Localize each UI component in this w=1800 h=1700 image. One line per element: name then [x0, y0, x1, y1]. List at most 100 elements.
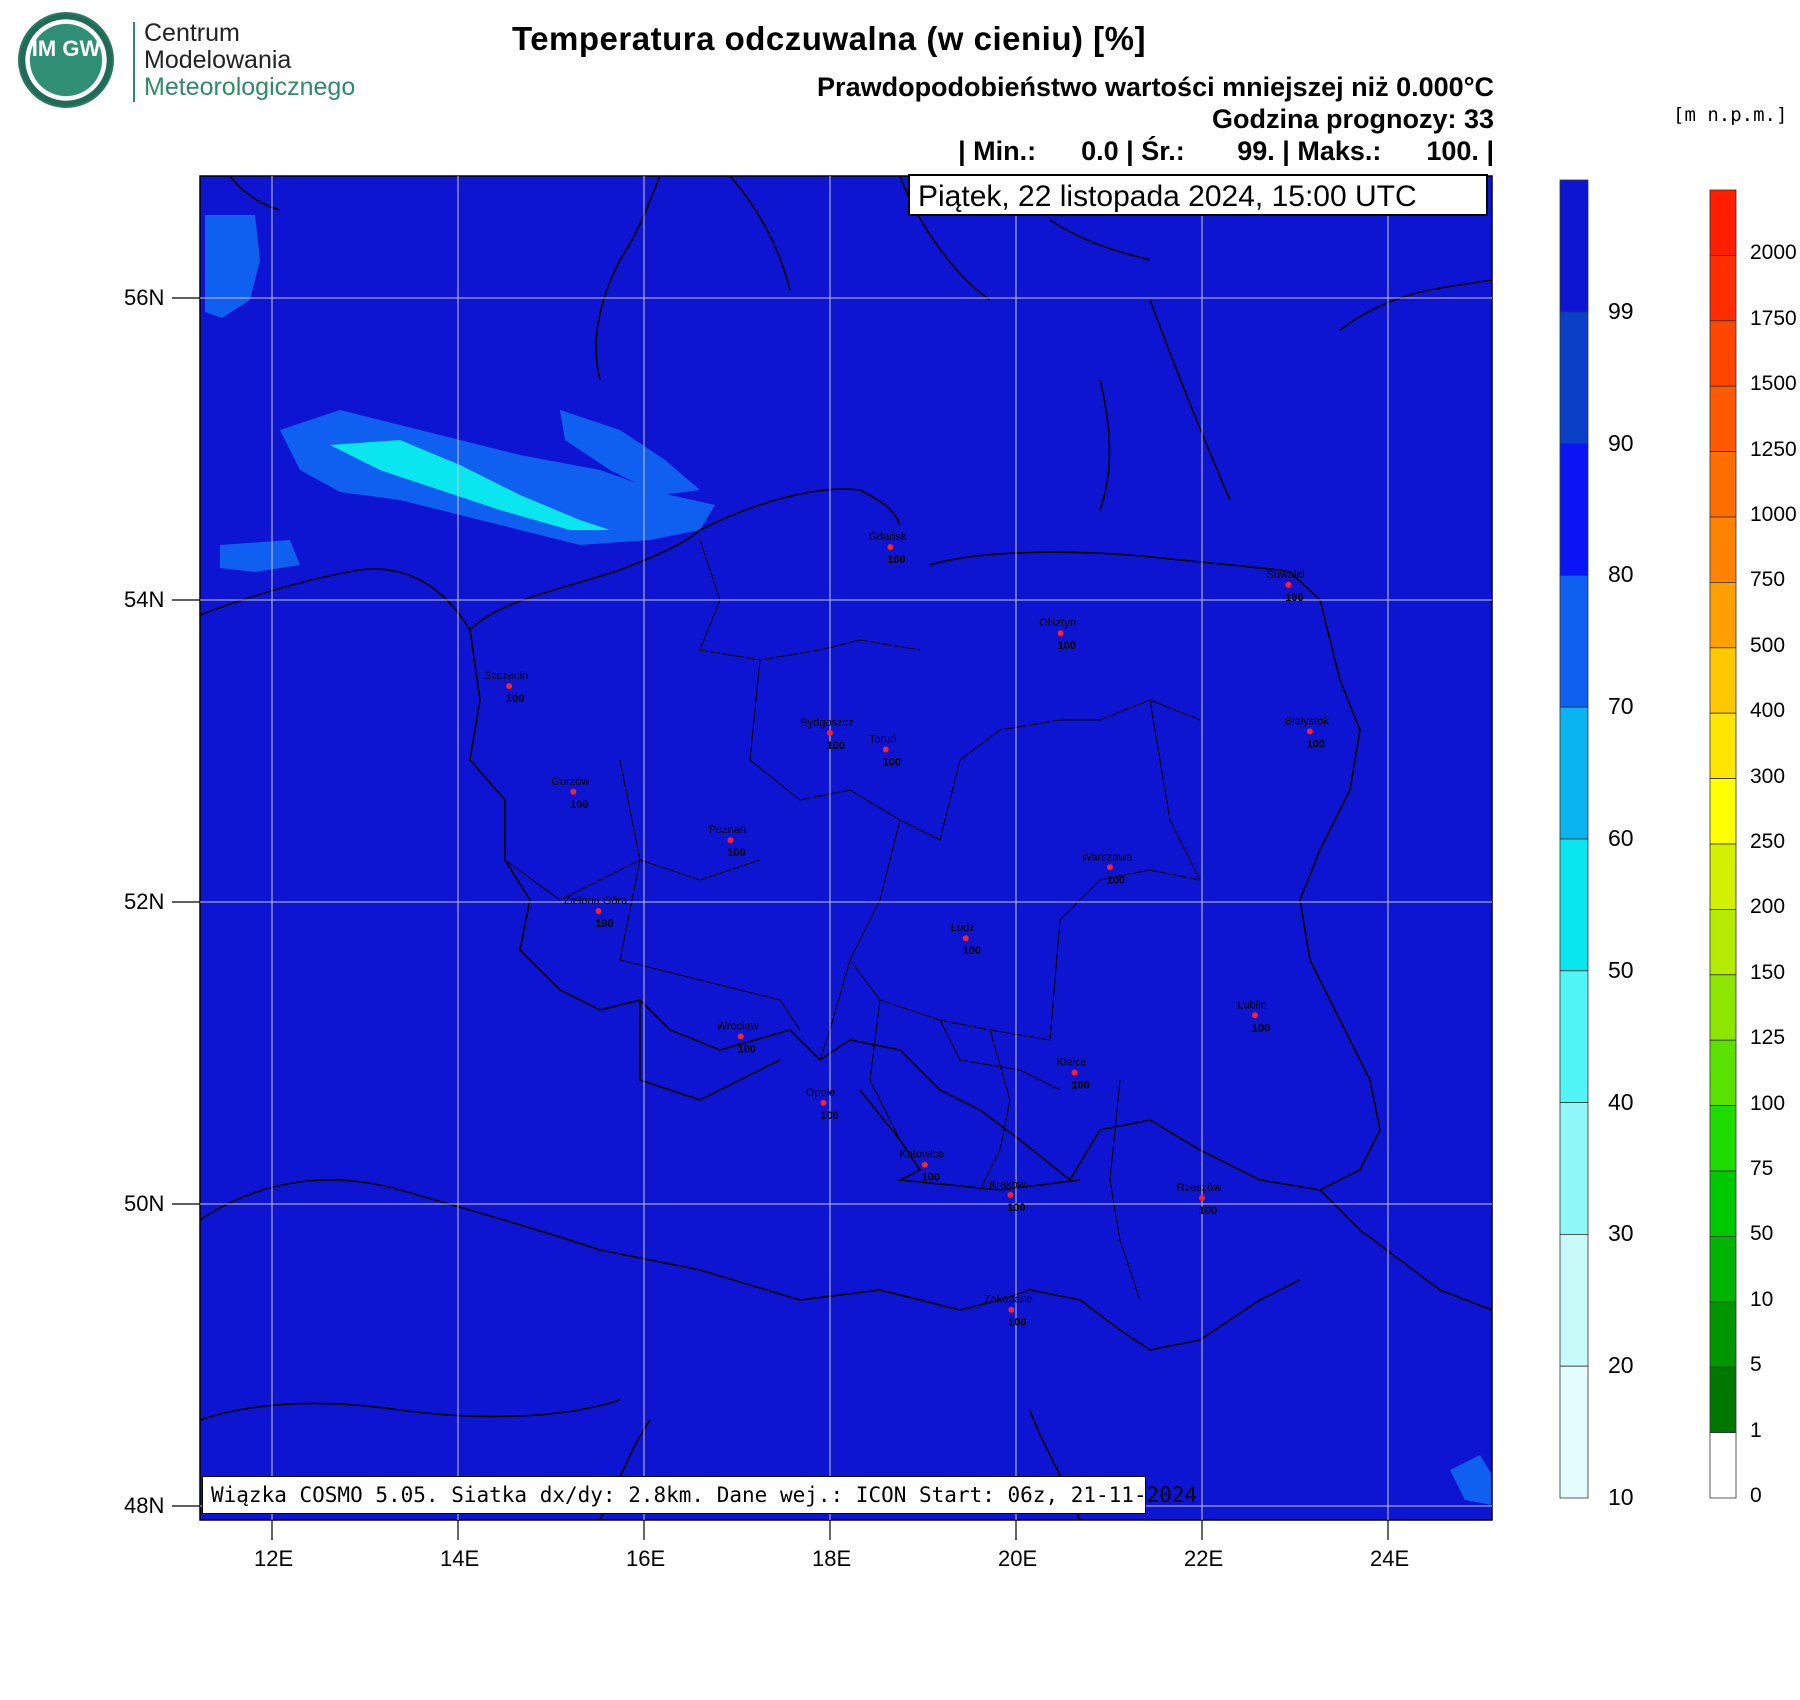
elevation-colorbar-segment — [1709, 1366, 1737, 1433]
city-value: 100 — [1252, 1022, 1270, 1034]
city-name: Białystok — [1285, 715, 1330, 727]
city-name: Szczecin — [484, 670, 528, 682]
elevation-colorbar-segment — [1709, 254, 1737, 322]
probability-colorbar-segment — [1559, 575, 1589, 708]
city-marker: Opole 100 — [806, 1087, 839, 1122]
elevation-colorbar-segment — [1709, 909, 1737, 976]
probability-colorbar-segment — [1559, 443, 1589, 576]
probability-patch-carpathians — [1450, 1455, 1492, 1505]
lon-tick-label: 14E — [440, 1546, 480, 1571]
probability-patch-baltic-2 — [560, 410, 700, 495]
city-dot — [1199, 1194, 1205, 1201]
city-value: 100 — [570, 799, 588, 811]
map-title: Temperatura odczuwalna (w cieniu) [%] — [512, 20, 1146, 57]
lon-tick-label: 16E — [626, 1546, 666, 1571]
probability-patch-baltic — [205, 215, 260, 318]
city-name: Suwałki — [1267, 569, 1305, 581]
city-marker: Toruń 100 — [869, 733, 901, 768]
city-name: Wrocław — [717, 1020, 759, 1032]
city-dot — [1057, 630, 1064, 637]
city-name: Katowice — [900, 1149, 945, 1161]
city-marker: Suwałki 100 — [1267, 569, 1305, 604]
probability-colorbar-segment — [1559, 1365, 1589, 1499]
elevation-colorbar-label: 1000 — [1750, 503, 1797, 526]
elevation-colorbar-segment — [1709, 1432, 1737, 1499]
city-value: 100 — [922, 1172, 940, 1184]
probability-colorbar-segment — [1559, 706, 1589, 840]
logo-line-2: Modelowania — [144, 46, 292, 74]
elevation-colorbar-label: 10 — [1750, 1287, 1774, 1311]
elevation-colorbar-segment — [1709, 1170, 1737, 1237]
logo-separator — [133, 22, 135, 102]
city-name: Bydgoszcz — [800, 717, 853, 729]
lon-tick-label: 12E — [254, 1546, 294, 1571]
city-name: Łódź — [951, 922, 975, 934]
lon-tick-label: 22E — [1184, 1546, 1224, 1571]
city-marker: Zielona Góra 100 — [564, 895, 628, 930]
city-name: Kraków — [989, 1179, 1026, 1191]
lat-tick-label: 50N — [124, 1191, 165, 1216]
city-dot — [1007, 1191, 1014, 1198]
city-value: 100 — [963, 945, 981, 957]
city-name: Poznań — [709, 824, 746, 836]
city-marker: Łódź 100 — [951, 922, 981, 957]
city-marker: Gorzów 100 — [551, 776, 589, 811]
elevation-colorbar-label: 200 — [1750, 895, 1786, 919]
lat-tick-label: 52N — [124, 889, 165, 914]
city-dot — [1252, 1012, 1259, 1019]
probability-colorbar-label: 30 — [1608, 1220, 1634, 1247]
city-marker: Wrocław 100 — [717, 1020, 759, 1055]
elevation-colorbar-label: 1500 — [1750, 372, 1797, 396]
city-dot — [882, 746, 889, 753]
city-value: 100 — [883, 756, 901, 768]
logo-line-1: Centrum — [144, 19, 240, 47]
lat-tick-label: 48N — [124, 1493, 165, 1518]
city-marker: Bydgoszcz 100 — [800, 717, 853, 752]
probability-colorbar-segment — [1559, 179, 1589, 313]
probability-colorbar-label: 90 — [1608, 429, 1634, 456]
city-name: Opole — [806, 1087, 835, 1099]
map-frame — [199, 175, 1493, 1521]
city-dot — [887, 544, 894, 551]
elevation-colorbar-label: 2000 — [1750, 241, 1797, 265]
elevation-colorbar-segment — [1709, 385, 1737, 453]
city-dot — [820, 1099, 827, 1106]
elevation-colorbar-label: 100 — [1750, 1091, 1786, 1115]
city-dot — [962, 935, 969, 942]
city-name: Zakopane — [984, 1294, 1033, 1306]
elevation-colorbar-segment — [1709, 974, 1737, 1041]
city-marker: Warszawa 100 — [1081, 851, 1133, 886]
elevation-colorbar-label: 1 — [1750, 1418, 1762, 1442]
probability-colorbar-label: 10 — [1608, 1484, 1634, 1510]
valid-time-box: Piątek, 22 listopada 2024, 15:00 UTC — [908, 174, 1488, 216]
elevation-colorbar-segment — [1709, 778, 1737, 845]
elevation-colorbar-segment — [1709, 1236, 1737, 1303]
elevation-colorbar-segment — [1709, 712, 1737, 780]
city-dot — [1306, 728, 1313, 735]
probability-colorbar-label: 40 — [1608, 1088, 1634, 1115]
probability-colorbar-segment — [1559, 970, 1589, 1103]
elevation-colorbar-label: 750 — [1750, 568, 1786, 592]
lat-tick-label: 56N — [124, 285, 165, 310]
probability-colorbar-label: 60 — [1608, 825, 1634, 851]
elevation-colorbar-segment — [1709, 516, 1737, 583]
city-value: 100 — [1007, 1202, 1025, 1214]
city-marker: Olsztyn 100 — [1039, 617, 1076, 652]
city-marker: Gdańsk 100 — [868, 531, 906, 566]
elevation-colorbar-label: 1250 — [1750, 437, 1797, 461]
city-value: 100 — [595, 918, 613, 930]
lon-tick-label: 24E — [1370, 1546, 1410, 1571]
city-marker: Poznań 100 — [709, 824, 746, 859]
probability-colorbar-segment — [1559, 1234, 1589, 1367]
probability-colorbar-label: 50 — [1608, 956, 1634, 983]
elevation-colorbar — [1709, 189, 1737, 1499]
city-name: Olsztyn — [1039, 617, 1076, 629]
city-dot — [1008, 1306, 1015, 1313]
city-dot — [827, 729, 833, 736]
city-marker: Lublin 100 — [1237, 999, 1270, 1034]
probability-colorbar-segment — [1559, 1102, 1589, 1235]
city-value: 100 — [727, 847, 745, 859]
city-markers: Gdańsk 100 Suwałki 100 Olsztyn 100 Szczecin 100… — [484, 531, 1329, 1329]
elevation-colorbar-segment — [1709, 1105, 1737, 1172]
